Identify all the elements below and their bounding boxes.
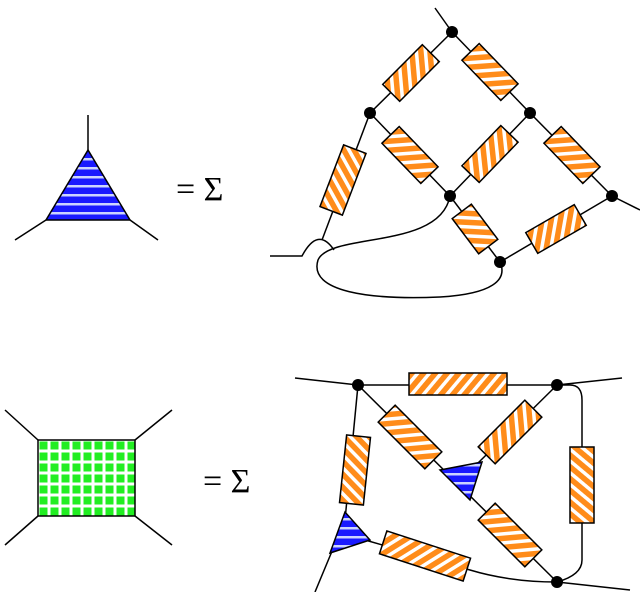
edge	[556, 384, 583, 583]
propagator-box	[542, 125, 602, 185]
vertex-four	[4, 409, 173, 546]
propagator-box	[377, 404, 443, 470]
network-top	[270, 7, 640, 299]
vertex-shape	[44, 148, 132, 221]
node	[446, 26, 458, 38]
equation-label: = Σ	[203, 463, 250, 500]
propagator	[380, 125, 440, 185]
edge	[364, 539, 558, 583]
propagator	[381, 43, 441, 103]
edge	[129, 219, 159, 241]
edge	[294, 377, 359, 386]
edge	[4, 409, 39, 441]
propagator	[319, 143, 367, 217]
vertex-shape	[438, 461, 484, 502]
propagator-box	[477, 399, 543, 465]
propagator	[569, 446, 595, 524]
node	[551, 576, 563, 588]
propagator-box	[338, 434, 372, 506]
propagator-box	[319, 143, 367, 217]
node	[444, 190, 456, 202]
edge	[134, 515, 173, 546]
propagator-box	[477, 502, 543, 568]
propagator	[377, 404, 443, 470]
propagator-box	[380, 125, 440, 185]
propagator-box	[408, 372, 508, 396]
propagator	[460, 124, 520, 184]
propagator	[477, 399, 543, 465]
propagator	[378, 530, 472, 582]
equation-label: = Σ	[176, 171, 223, 208]
propagator	[408, 372, 508, 396]
network-bottom	[294, 372, 631, 592]
edge	[4, 515, 39, 546]
edge	[270, 238, 335, 257]
node	[352, 379, 364, 391]
node	[606, 190, 618, 202]
propagator	[542, 125, 602, 185]
vertex-three	[14, 115, 159, 241]
propagator	[477, 502, 543, 568]
propagator-box	[524, 203, 588, 255]
propagator-box	[378, 530, 472, 582]
propagator-box	[569, 446, 595, 524]
propagator-box	[460, 42, 520, 102]
propagator	[524, 203, 588, 255]
edge	[556, 581, 631, 591]
node	[551, 379, 563, 391]
node	[494, 256, 506, 268]
node	[364, 107, 376, 119]
vertex-shape	[328, 510, 372, 555]
edge	[37, 439, 136, 517]
propagator-box	[460, 124, 520, 184]
propagator	[338, 434, 372, 506]
propagator-box	[451, 203, 499, 255]
propagator-box	[381, 43, 441, 103]
propagator	[460, 42, 520, 102]
edge	[14, 219, 47, 241]
edge	[134, 409, 173, 441]
node	[524, 107, 536, 119]
edge	[316, 195, 503, 299]
edge	[556, 377, 623, 386]
propagator	[451, 203, 499, 255]
